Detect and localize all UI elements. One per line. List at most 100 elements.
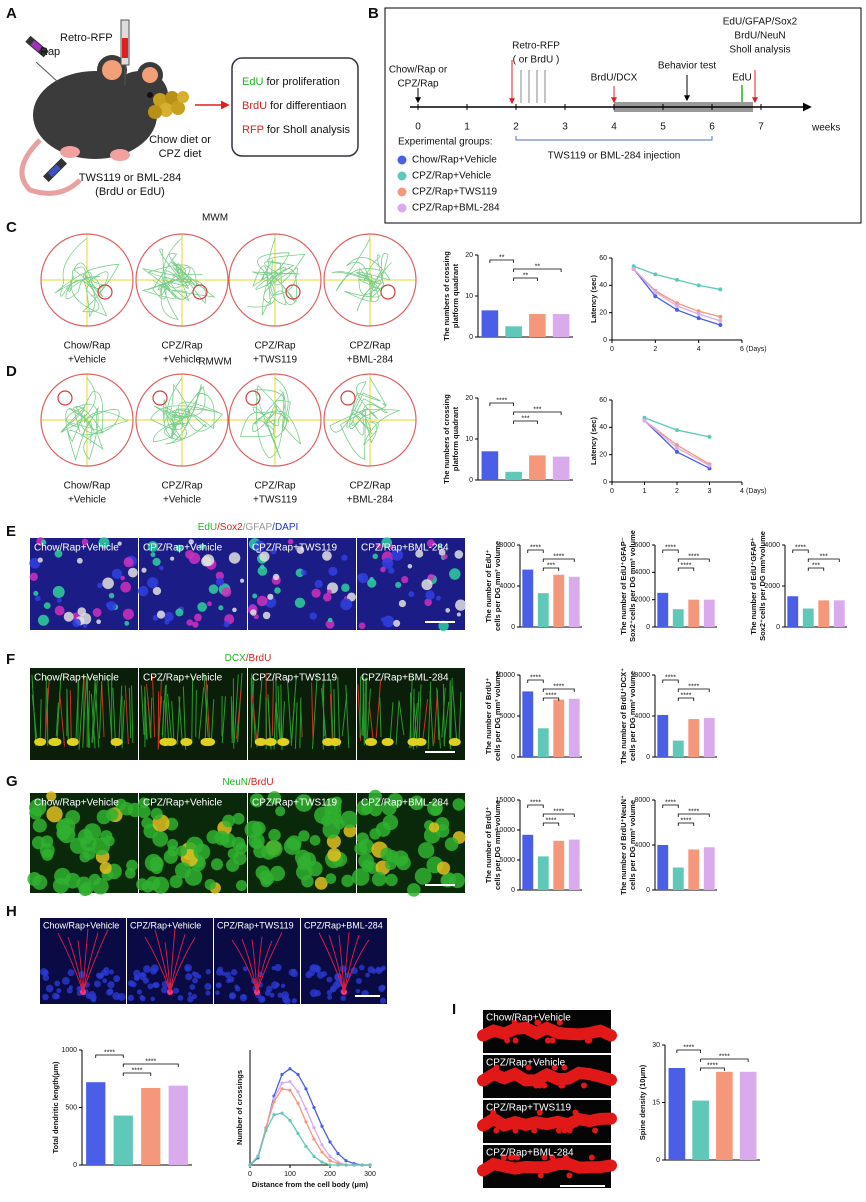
cell	[112, 569, 122, 579]
data-point	[328, 1155, 331, 1158]
cell	[180, 738, 192, 746]
bar	[704, 847, 715, 890]
nucleus	[173, 988, 179, 994]
panel-label: C	[6, 219, 17, 236]
data-point	[272, 1113, 275, 1116]
cell	[200, 738, 212, 746]
cell	[77, 558, 83, 564]
week-label: 4	[611, 122, 617, 133]
cell	[165, 738, 177, 746]
start-label: CPZ/Rap	[397, 79, 439, 90]
spine	[581, 1083, 587, 1089]
data-point	[312, 1155, 315, 1158]
y-tick-label: 0	[646, 754, 650, 761]
y-tick-label: 0	[73, 1162, 77, 1169]
significance-label: ****	[665, 799, 676, 806]
cell	[393, 620, 400, 627]
nucleus	[310, 989, 318, 997]
bar	[553, 700, 564, 757]
cell	[359, 622, 366, 629]
data-point	[296, 1090, 299, 1093]
significance-label: ****	[665, 544, 676, 551]
data-point	[675, 278, 679, 282]
spine	[567, 1128, 573, 1134]
dendrite	[483, 1073, 611, 1081]
stain-name: NeuN	[222, 777, 248, 788]
bar	[688, 600, 699, 627]
y-axis-label: The numbers of crossing	[442, 251, 451, 341]
nucleus	[151, 964, 159, 972]
y-tick-label: 1000	[61, 1047, 77, 1054]
cell	[457, 612, 461, 616]
endpoint-label: EdU/GFAP/Sox2	[723, 17, 798, 28]
cell	[151, 863, 163, 875]
bar	[529, 455, 546, 480]
cell	[207, 601, 212, 606]
nucleus	[305, 971, 312, 978]
panel-title: RMWM	[198, 357, 231, 368]
cell	[436, 596, 441, 601]
cell	[152, 877, 169, 894]
significance-label: ****	[530, 799, 541, 806]
panel-label: I	[452, 1001, 456, 1018]
cell	[408, 564, 413, 569]
group-label: +TWS119	[253, 495, 297, 506]
y-tick-label: 0	[646, 624, 650, 631]
cell	[197, 602, 207, 612]
y-axis-label: cells per DG mm³ volume	[628, 671, 637, 761]
cell	[164, 612, 174, 622]
week-label: 0	[415, 122, 421, 133]
swim-path	[248, 238, 305, 315]
cell	[106, 602, 112, 608]
treatment-label: (BrdU or EdU)	[95, 186, 165, 198]
cell	[92, 878, 109, 895]
cell	[30, 573, 38, 581]
data-point	[718, 323, 722, 327]
nucleus	[134, 974, 139, 979]
y-axis-label: Sox2⁺cells per DG mm³ volume	[628, 530, 637, 642]
legend-label: Chow/Rap+Vehicle	[412, 155, 497, 166]
stain-name: DCX	[225, 653, 246, 664]
image-label: CPZ/Rap+BML-284	[361, 543, 449, 554]
edu-label: EdU	[732, 73, 751, 84]
x-tick-label: 200	[324, 1171, 336, 1178]
cell	[401, 576, 408, 583]
diet-label: CPZ diet	[159, 148, 202, 160]
nucleus	[68, 969, 75, 976]
y-tick-label: 40	[599, 282, 607, 289]
data-point	[288, 1067, 291, 1070]
nucleus	[190, 984, 196, 990]
week-label: 1	[464, 122, 470, 133]
cell	[250, 609, 256, 615]
bar	[673, 609, 684, 627]
data-point	[675, 304, 679, 308]
data-point	[264, 1129, 267, 1132]
cell	[383, 616, 395, 628]
group-label: CPZ/Rap	[349, 341, 391, 352]
data-point	[708, 435, 712, 439]
data-point	[320, 1161, 323, 1164]
cell	[369, 828, 381, 840]
image-label: CPZ/Rap+Vehicle	[143, 543, 223, 554]
cell	[211, 858, 223, 870]
nucleus	[217, 983, 222, 988]
nucleus	[94, 980, 101, 987]
cell	[393, 850, 409, 866]
start-label: Chow/Rap or	[389, 65, 448, 76]
cell	[399, 600, 406, 607]
y-axis-label: The number of EdU⁺	[484, 549, 493, 622]
data-point	[280, 1081, 283, 1084]
cell	[123, 609, 134, 620]
x-tick-label: 2	[675, 488, 679, 495]
nucleus	[231, 969, 237, 975]
spine	[512, 1128, 518, 1134]
y-axis-label: The number of BrdU⁺	[484, 678, 493, 754]
cell	[365, 738, 377, 746]
x-tick-label: 4	[740, 488, 744, 495]
x-tick-label: 100	[284, 1171, 296, 1178]
data-point	[328, 1140, 331, 1143]
y-axis-label: Number of crossings	[235, 1070, 244, 1145]
cell	[64, 612, 74, 622]
spine	[493, 1128, 499, 1134]
